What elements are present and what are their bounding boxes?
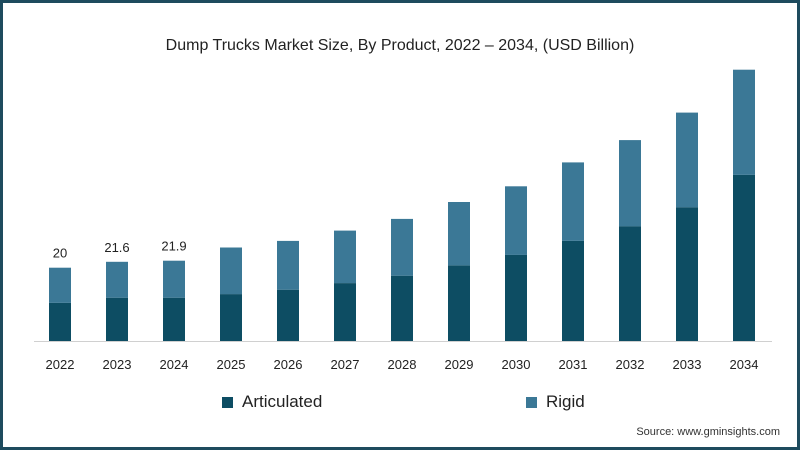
legend-label-rigid: Rigid xyxy=(546,392,585,411)
bar-articulated-2032 xyxy=(619,226,641,341)
legend-item-rigid: Rigid xyxy=(526,392,585,412)
x-tick-label-2024: 2024 xyxy=(160,357,189,372)
x-tick-label-2032: 2032 xyxy=(616,357,645,372)
x-tick-label-2028: 2028 xyxy=(388,357,417,372)
bar-rigid-2029 xyxy=(448,202,470,266)
x-tick-label-2026: 2026 xyxy=(274,357,303,372)
bar-rigid-2030 xyxy=(505,186,527,255)
bar-rigid-2023 xyxy=(106,261,128,298)
legend-label-articulated: Articulated xyxy=(242,392,323,411)
bar-articulated-2027 xyxy=(334,283,356,341)
bar-articulated-2026 xyxy=(277,289,299,341)
x-tick-label-2023: 2023 xyxy=(103,357,132,372)
legend-item-articulated: Articulated xyxy=(222,392,322,412)
x-tick-label-2029: 2029 xyxy=(445,357,474,372)
bar-rigid-2026 xyxy=(277,240,299,290)
chart-title: Dump Trucks Market Size, By Product, 202… xyxy=(165,37,635,54)
legend-swatch-articulated xyxy=(222,396,233,408)
bar-articulated-2029 xyxy=(448,265,470,341)
bar-articulated-2024 xyxy=(163,297,185,341)
bar-rigid-2025 xyxy=(220,247,242,295)
bar-rigid-2027 xyxy=(334,230,356,283)
bars-layer xyxy=(49,69,755,341)
bar-articulated-2023 xyxy=(106,297,128,341)
bar-articulated-2022 xyxy=(49,302,71,341)
x-tick-label-2030: 2030 xyxy=(502,357,531,372)
bar-articulated-2031 xyxy=(562,240,584,341)
data-label-2022: 20 xyxy=(53,246,67,261)
x-tick-label-2025: 2025 xyxy=(217,357,246,372)
x-tick-label-2034: 2034 xyxy=(730,357,759,372)
bar-rigid-2032 xyxy=(619,140,641,227)
data-label-2024: 21.9 xyxy=(161,239,186,254)
x-tick-label-2033: 2033 xyxy=(673,357,702,372)
bar-rigid-2028 xyxy=(391,218,413,276)
x-tick-label-2022: 2022 xyxy=(46,357,75,372)
bar-articulated-2028 xyxy=(391,275,413,341)
source-note: Source: www.gminsights.com xyxy=(636,426,780,438)
bar-articulated-2025 xyxy=(220,294,242,341)
bar-rigid-2022 xyxy=(49,267,71,303)
legend: Articulated Rigid xyxy=(0,392,800,414)
data-label-2023: 21.6 xyxy=(104,240,129,255)
x-tick-label-2031: 2031 xyxy=(559,357,588,372)
bar-rigid-2033 xyxy=(676,112,698,208)
bar-articulated-2030 xyxy=(505,254,527,341)
labels-layer: 2022 20 2023 21.6 2024 21.9 2025 2026 2027 2028 20… xyxy=(46,239,759,372)
legend-swatch-rigid xyxy=(526,396,537,408)
bar-articulated-2034 xyxy=(733,174,755,341)
bar-rigid-2031 xyxy=(562,162,584,241)
bar-articulated-2033 xyxy=(676,207,698,341)
bar-rigid-2024 xyxy=(163,260,185,298)
bar-rigid-2034 xyxy=(733,69,755,175)
x-tick-label-2027: 2027 xyxy=(331,357,360,372)
